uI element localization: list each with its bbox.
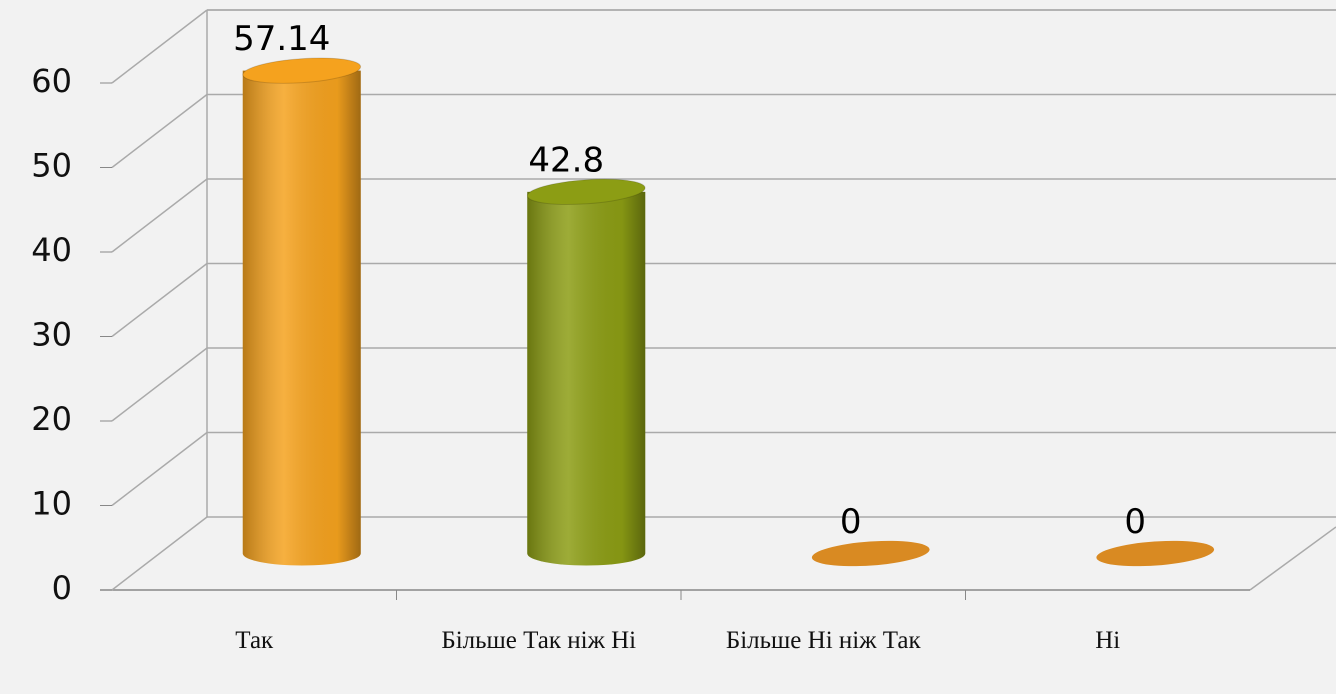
value-label: 42.8 <box>528 140 604 180</box>
grid-line <box>111 431 208 507</box>
x-tick-label: Ні <box>1095 627 1121 654</box>
y-tick-label: 30 <box>31 316 72 354</box>
bar-shade <box>527 191 646 566</box>
grid-line <box>111 262 208 338</box>
x-tick-label: Більше Ні ніж Так <box>725 627 921 654</box>
grid-line <box>111 347 208 422</box>
grid-line <box>111 9 208 84</box>
y-tick-label: 0 <box>52 569 72 607</box>
y-tick-label: 50 <box>31 147 72 185</box>
bar-top <box>526 178 646 205</box>
bar-shade <box>242 70 361 566</box>
grid-line <box>111 178 208 253</box>
bar <box>811 540 930 567</box>
bar-top <box>242 57 362 84</box>
x-tick-label: Більше Так ніж Ні <box>441 627 637 654</box>
x-tick-label: Так <box>235 627 274 654</box>
value-label: 0 <box>1124 502 1146 542</box>
value-label: 0 <box>840 502 862 542</box>
y-tick-label: 20 <box>31 400 72 438</box>
y-tick-label: 40 <box>31 231 72 269</box>
bar <box>1096 540 1215 567</box>
y-tick-label: 60 <box>31 62 72 100</box>
value-label: 57.14 <box>233 19 330 59</box>
grid-line <box>111 516 208 591</box>
y-tick-label: 10 <box>31 485 72 523</box>
grid-line <box>111 93 208 169</box>
